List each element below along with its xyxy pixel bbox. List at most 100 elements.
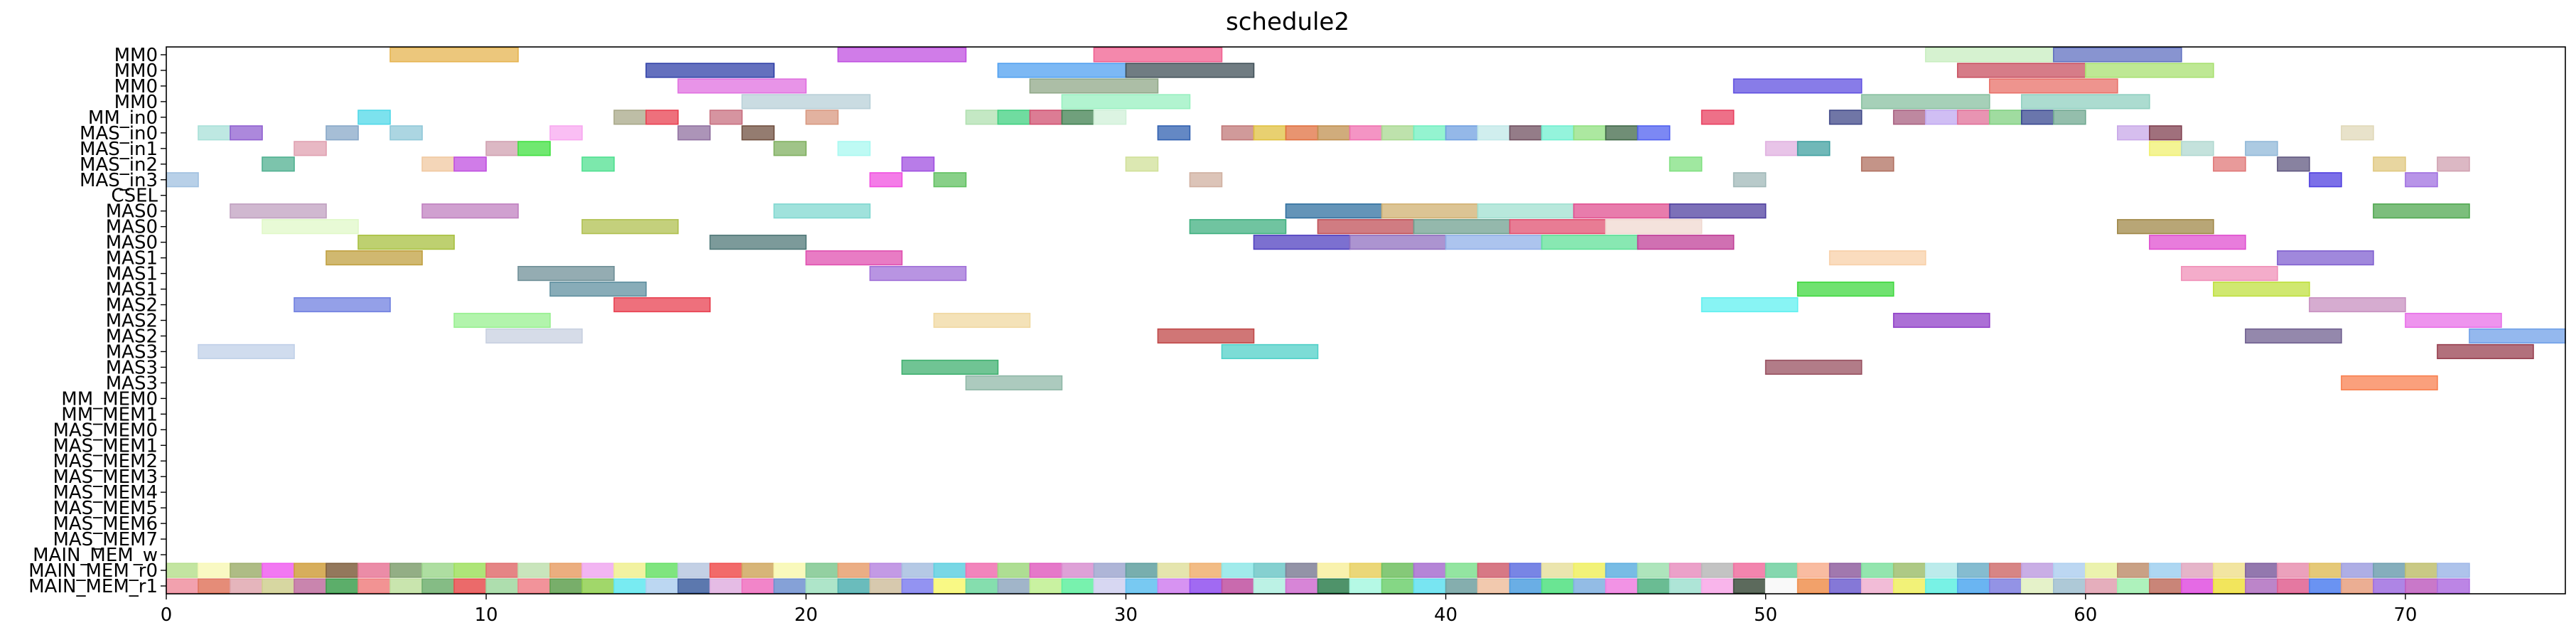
y-tick-label: MAS3 [106, 373, 158, 394]
mem-bar [2437, 578, 2470, 594]
task-bar [517, 265, 615, 282]
task-bar [1253, 125, 1287, 141]
mem-bar [230, 562, 263, 578]
mem-bar [1445, 578, 1479, 594]
task-bar [2181, 141, 2214, 156]
y-tick-label: MAS_in0 [80, 123, 158, 144]
mem-bar [2277, 578, 2310, 594]
task-bar [837, 141, 871, 156]
mem-bar [549, 578, 583, 594]
mem-bar [965, 578, 999, 594]
mem-bar [869, 578, 903, 594]
x-tick-label: 50 [1754, 604, 1777, 626]
y-tick-label: MM0 [114, 45, 158, 66]
task-bar [965, 110, 999, 125]
mem-bar [1669, 578, 1703, 594]
mem-bar [933, 578, 967, 594]
task-bar [1477, 125, 1511, 141]
mem-bar [1349, 578, 1383, 594]
task-bar [2405, 312, 2502, 329]
task-bar [2181, 265, 2278, 282]
task-bar [1732, 78, 1863, 94]
task-bar [965, 375, 1063, 390]
mem-bar [1924, 578, 1958, 594]
task-bar [1189, 172, 1223, 188]
y-tick-label: MM_in0 [88, 107, 158, 129]
task-bar [1669, 203, 1767, 219]
task-bar [1125, 156, 1159, 172]
task-bar [773, 203, 871, 219]
task-bar [230, 125, 263, 141]
mem-bar [1125, 562, 1159, 578]
mem-bar [1541, 578, 1575, 594]
mem-bar [1253, 578, 1287, 594]
task-bar [1669, 156, 1703, 172]
task-bar [453, 312, 551, 329]
mem-bar [677, 578, 711, 594]
mem-bar [1285, 562, 1319, 578]
mem-bar [1701, 578, 1735, 594]
x-tick-label: 30 [1114, 604, 1138, 626]
mem-bar [1317, 578, 1351, 594]
x-tick-label: 10 [475, 604, 498, 626]
mem-bar [1573, 578, 1607, 594]
y-tick-label: MAS_MEM1 [53, 435, 158, 457]
task-bar [1956, 63, 2086, 78]
mem-bar [1509, 578, 1543, 594]
bars-layer [166, 47, 2566, 594]
task-bar [1860, 156, 1895, 172]
mem-bar [230, 578, 263, 594]
mem-bar [262, 562, 295, 578]
mem-bar [2309, 562, 2342, 578]
y-tick-label: MAS0 [106, 233, 158, 254]
task-bar [901, 156, 935, 172]
mem-bar [2437, 562, 2470, 578]
mem-bar [869, 562, 903, 578]
mem-bar [1764, 562, 1799, 578]
mem-bar [1061, 562, 1095, 578]
task-bar [293, 297, 391, 313]
mem-bar [1477, 578, 1511, 594]
mem-bar [1477, 562, 1511, 578]
task-bar [1093, 110, 1127, 125]
task-bar [1445, 235, 1543, 250]
y-tick-label: MAS_MEM0 [53, 420, 158, 441]
mem-bar [1157, 578, 1191, 594]
task-bar [1157, 125, 1191, 141]
task-bar [1701, 110, 1735, 125]
task-bar [709, 235, 807, 250]
mem-bar [581, 578, 615, 594]
mem-bar [293, 562, 327, 578]
task-bar [2373, 203, 2470, 219]
mem-bar [2149, 562, 2182, 578]
mem-bar [2085, 578, 2118, 594]
mem-bar [645, 578, 679, 594]
task-bar [1029, 78, 1159, 94]
task-bar [2149, 141, 2182, 156]
task-bar [1349, 235, 1447, 250]
mem-bar [1669, 562, 1703, 578]
y-tick-label: MAS_in3 [80, 170, 158, 191]
x-tick-label: 0 [161, 604, 173, 626]
task-bar [1509, 219, 1607, 235]
task-bar [1413, 125, 1447, 141]
mem-bar [485, 578, 519, 594]
mem-bar [485, 562, 519, 578]
task-bar [901, 359, 999, 375]
mem-bar [773, 578, 807, 594]
task-bar [1061, 110, 1095, 125]
mem-bar [741, 562, 775, 578]
task-bar [357, 110, 391, 125]
mem-bar [2373, 562, 2406, 578]
mem-bar [1157, 562, 1191, 578]
task-bar [933, 312, 1031, 329]
chart-title: schedule2 [1226, 8, 1349, 36]
task-bar [2117, 219, 2214, 235]
mem-bar [1381, 562, 1415, 578]
task-bar [1637, 125, 1671, 141]
task-bar [230, 203, 327, 219]
task-bar [1477, 203, 1575, 219]
mem-bar [453, 562, 487, 578]
task-bar [2117, 125, 2150, 141]
mem-bar [773, 562, 807, 578]
